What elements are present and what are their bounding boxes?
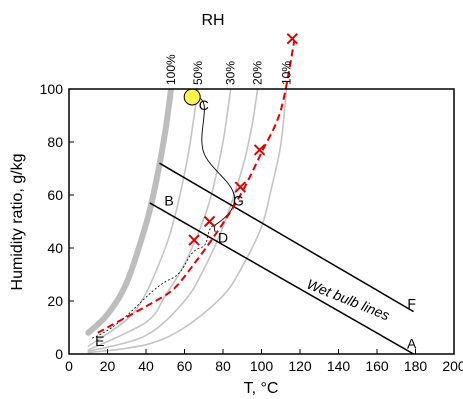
- process-path-e-d: [91, 223, 216, 339]
- x-tick-label: 20: [100, 358, 116, 374]
- point-label-g: G: [233, 192, 244, 208]
- x-tick-label: 60: [177, 358, 193, 374]
- plot-frame: [68, 88, 455, 355]
- y-axis-label: Humidity ratio, g/kg: [9, 154, 26, 291]
- point-label-d: D: [218, 229, 228, 245]
- rh-label-50: 50%: [191, 61, 205, 85]
- x-marker: [253, 144, 266, 156]
- x-tick-label: 160: [365, 358, 389, 374]
- y-tick-label: 100: [40, 81, 64, 97]
- rh-label-100: 100%: [164, 54, 178, 85]
- y-tick-label: 40: [47, 240, 63, 256]
- point-label-a: A: [407, 335, 417, 351]
- x-marker-stroke: [253, 144, 266, 156]
- rh-curve-20: [87, 89, 259, 353]
- point-label-e: E: [95, 333, 104, 349]
- rh-label-30: 30%: [224, 61, 238, 85]
- chart-title: RH: [201, 12, 224, 29]
- y-tick-label: 80: [47, 134, 63, 150]
- rh-label-10: 10%: [280, 61, 294, 85]
- rh-label-20: 20%: [251, 61, 265, 85]
- y-tick-label: 60: [47, 187, 63, 203]
- x-marker-stroke: [286, 32, 299, 45]
- wet-bulb-line: [159, 162, 414, 313]
- x-tick-label: 40: [138, 358, 154, 374]
- y-tick-label: 20: [47, 293, 63, 309]
- point-label-b: B: [164, 192, 173, 208]
- x-marker: [234, 181, 247, 193]
- x-marker-stroke: [188, 234, 200, 246]
- x-tick-label: 180: [404, 358, 428, 374]
- x-marker: [286, 32, 299, 45]
- point-label-c: C: [199, 97, 209, 113]
- y-tick-label: 0: [55, 346, 63, 362]
- x-tick-label: 80: [215, 358, 231, 374]
- red-dashed-line: [97, 41, 296, 334]
- x-tick-label: 100: [250, 358, 274, 374]
- rh-curve-100: [85, 89, 174, 336]
- rh-curve-30: [87, 89, 232, 351]
- wet-bulb-line: [149, 202, 414, 354]
- x-tick-label: 0: [65, 358, 73, 374]
- x-marker-stroke: [203, 215, 216, 228]
- x-axis: 0 20 40 60 80 100 120 140 160 180 200: [65, 349, 463, 374]
- point-label-f: F: [407, 296, 416, 312]
- x-tick-label: 120: [288, 358, 312, 374]
- x-tick-label: 200: [442, 358, 463, 374]
- x-axis-label: T, °C: [244, 380, 279, 397]
- x-marker: [188, 234, 200, 246]
- x-tick-label: 140: [327, 358, 351, 374]
- process-path-c-d: [194, 96, 235, 233]
- x-marker-stroke: [234, 181, 247, 193]
- rh-curve-50: [87, 89, 199, 347]
- plot-area: [85, 89, 414, 354]
- y-axis: 0 20 40 60 80 100: [40, 81, 74, 362]
- rh-curve-10: [87, 89, 288, 354]
- x-marker: [203, 215, 216, 228]
